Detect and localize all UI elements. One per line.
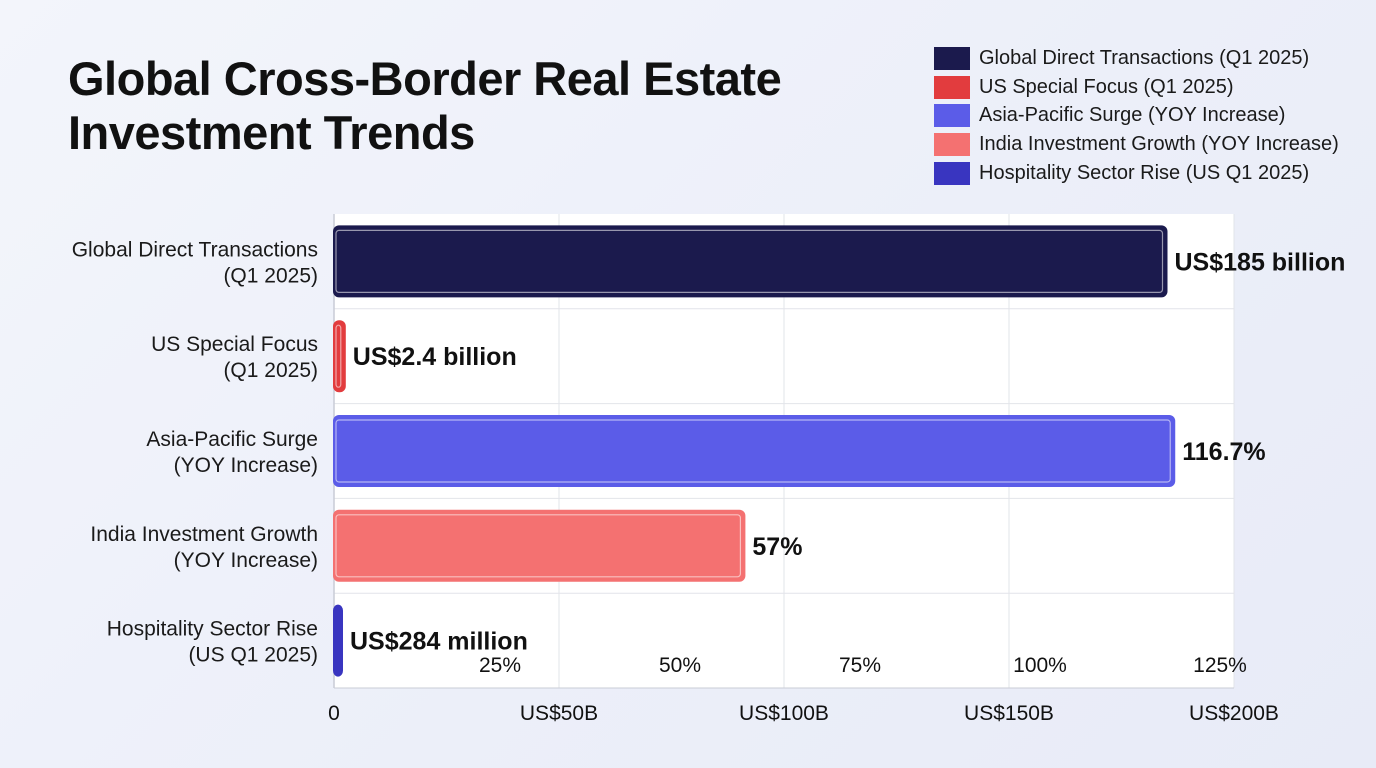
bar-data-label: 116.7% — [1182, 438, 1265, 466]
x-tick-label-percent: 25% — [479, 654, 521, 677]
bar — [333, 415, 1176, 487]
legend-swatch — [934, 46, 970, 70]
x-tick-label-percent: 75% — [839, 654, 881, 677]
bar-highlight — [335, 419, 1171, 483]
bar — [333, 225, 1168, 298]
chart-legend: Global Direct Transactions (Q1 2025) US … — [934, 44, 1339, 187]
category-label: US Special Focus — [151, 333, 318, 356]
x-tick-label-percent: 50% — [659, 654, 701, 677]
bar — [333, 604, 343, 677]
bar-highlight — [335, 229, 1164, 293]
category-label: Hospitality Sector Rise — [107, 618, 318, 641]
legend-label: Global Direct Transactions (Q1 2025) — [979, 46, 1310, 69]
x-tick-label-percent: 125% — [1193, 654, 1247, 677]
category-label: India Investment Growth — [90, 523, 318, 546]
bar-data-label: US$2.4 billion — [353, 343, 517, 371]
legend-label: Asia-Pacific Surge (YOY Increase) — [979, 104, 1286, 127]
chart-title: Global Cross-Border Real Estate Investme… — [68, 52, 868, 160]
legend-label: India Investment Growth (YOY Increase) — [979, 132, 1339, 155]
category-label: Global Direct Transactions — [72, 238, 318, 261]
category-label: (YOY Increase) — [174, 549, 318, 572]
bar-data-label: US$185 billion — [1175, 248, 1346, 276]
category-label: Asia-Pacific Surge — [146, 428, 318, 451]
chart-title-line-2: Investment Trends — [68, 106, 475, 159]
legend-item-india: India Investment Growth (YOY Increase) — [934, 130, 1339, 159]
legend-swatch — [934, 104, 970, 128]
legend-item-global-direct: Global Direct Transactions (Q1 2025) — [934, 44, 1339, 73]
legend-label: Hospitality Sector Rise (US Q1 2025) — [979, 161, 1310, 184]
x-tick-label-percent: 100% — [1013, 654, 1067, 677]
bar — [333, 320, 346, 393]
x-tick-label-dollar: US$50B — [520, 702, 598, 725]
x-tick-label-dollar: US$150B — [964, 702, 1054, 725]
legend-item-us-special: US Special Focus (Q1 2025) — [934, 73, 1339, 102]
x-tick-label-dollar: US$200B — [1189, 702, 1279, 725]
legend-swatch — [934, 161, 970, 185]
category-label: (Q1 2025) — [223, 359, 318, 382]
legend-swatch — [934, 132, 970, 156]
chart-title-line-1: Global Cross-Border Real Estate — [68, 52, 782, 105]
legend-item-hospitality: Hospitality Sector Rise (US Q1 2025) — [934, 159, 1339, 188]
category-label: (YOY Increase) — [174, 454, 318, 477]
legend-item-asia-pacific: Asia-Pacific Surge (YOY Increase) — [934, 101, 1339, 130]
x-tick-label-dollar: 0 — [328, 702, 340, 725]
category-label: (Q1 2025) — [223, 264, 318, 287]
bar — [333, 509, 746, 582]
bar-data-label: 57% — [752, 533, 802, 561]
bar-highlight — [335, 514, 741, 578]
bar-highlight — [335, 324, 342, 388]
category-label: (US Q1 2025) — [188, 644, 318, 667]
legend-swatch — [934, 75, 970, 99]
x-tick-label-dollar: US$100B — [739, 702, 829, 725]
bar-data-label: US$284 million — [350, 628, 528, 656]
legend-label: US Special Focus (Q1 2025) — [979, 75, 1234, 98]
